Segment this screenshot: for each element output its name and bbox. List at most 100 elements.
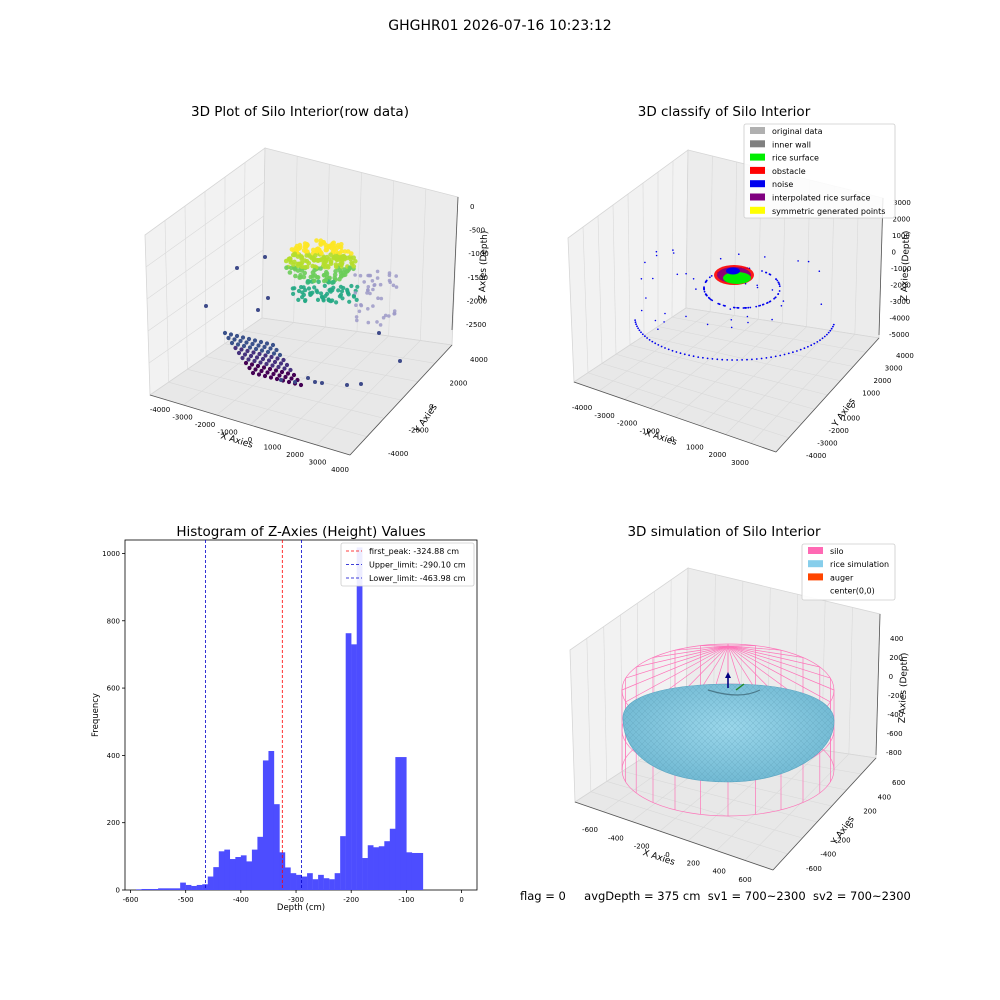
panel1-y-tick-label: -4000 [388, 450, 408, 458]
raw-point [242, 352, 248, 357]
raw-point [204, 304, 208, 308]
raw-point [300, 295, 305, 300]
silo-spoke [636, 645, 729, 668]
noise-point [703, 290, 706, 293]
noise-point [756, 284, 758, 287]
panel2-y-tick-label: 2000 [874, 377, 892, 385]
histogram-bar [251, 849, 258, 890]
panel4-z-tick-label: 200 [889, 654, 902, 662]
histogram-bar [323, 878, 330, 890]
raw-point [323, 277, 329, 283]
silo-spoke [727, 645, 831, 679]
panel4-x-tick-label: 600 [738, 876, 751, 884]
panel3-vlines [205, 540, 302, 890]
raw-point [270, 342, 276, 348]
raw-point [245, 348, 250, 354]
raw-point [288, 367, 293, 373]
noise-point [762, 303, 765, 306]
raw-point [236, 350, 242, 356]
histogram-bar [356, 547, 363, 890]
noise-point [819, 339, 821, 341]
raw-point [328, 260, 334, 265]
panel1-y-tick-label: 0 [429, 403, 433, 411]
panel4-y-tick-label: 200 [863, 808, 876, 816]
raw-point [246, 336, 252, 342]
histogram-bar [185, 884, 192, 890]
x-tick-label: -600 [123, 896, 139, 904]
raw-point [303, 298, 308, 303]
panel4-x-tick-label: -200 [634, 843, 650, 851]
noise-point [651, 340, 654, 343]
raw-point [255, 363, 261, 369]
raw-point [354, 303, 358, 308]
histogram-bar [362, 858, 368, 890]
raw-point [289, 265, 294, 271]
raw-point [342, 267, 347, 272]
raw-point [381, 315, 386, 320]
silo-spoke [652, 645, 729, 658]
raw-point [355, 318, 359, 323]
legend-label: interpolated rice surface [772, 194, 870, 203]
raw-point [247, 345, 253, 350]
raw-point [265, 370, 270, 375]
noise-point [705, 280, 708, 283]
noise-point [746, 358, 748, 361]
raw-point [366, 307, 370, 311]
panel1-x-tick-label: 4000 [331, 466, 349, 474]
raw-point [277, 352, 283, 358]
legend-label: first_peak: -324.88 cm [369, 547, 459, 556]
raw-point [304, 259, 310, 264]
histogram-bar [307, 873, 313, 890]
panel1-x-axis [149, 394, 351, 456]
noise-point [708, 276, 711, 279]
raw-point [366, 288, 370, 292]
silo-spoke [727, 645, 804, 658]
noise-point [683, 353, 686, 356]
noise-point [679, 352, 682, 355]
rice-surface [622, 683, 835, 783]
histogram-bar [411, 852, 418, 890]
noise-point [823, 335, 826, 338]
noise-point [807, 260, 810, 263]
histogram-bar [400, 757, 407, 890]
raw-point [251, 350, 256, 355]
raw-point [320, 381, 324, 385]
noise-point [648, 339, 651, 341]
silo-spoke [625, 645, 729, 679]
raw-point [253, 346, 259, 352]
panel4-y-tick-label: -600 [806, 865, 822, 873]
raw-point [311, 278, 317, 284]
noise-point [760, 357, 763, 360]
panel-classify-3d: 3D classify of Silo Interior -4000-3000-… [567, 104, 914, 467]
raw-point [290, 286, 295, 291]
raw-point [355, 284, 360, 289]
raw-point [268, 375, 274, 380]
noise-point [744, 282, 747, 285]
panel4-ticks: -600-400-2000200400600-600-400-200020040… [582, 635, 905, 884]
raw-point [394, 274, 399, 278]
noise-point [664, 347, 666, 349]
noise-point [778, 285, 781, 288]
raw-point [371, 287, 375, 292]
noise-point [827, 331, 830, 334]
legend-label: inner wall [772, 140, 811, 149]
raw-point [296, 297, 301, 302]
raw-point [368, 291, 372, 296]
panel1-y-tick-label: 4000 [470, 356, 488, 364]
raw-point [349, 251, 354, 256]
raw-point [304, 253, 310, 258]
raw-point [273, 368, 279, 373]
raw-point [293, 273, 298, 279]
panel2-y-tick-label: 4000 [896, 352, 914, 360]
raw-point [296, 288, 302, 294]
raw-point [308, 274, 314, 280]
panel3-ylabel: Frequency [91, 693, 101, 737]
raw-point [394, 285, 399, 289]
noise-point [826, 333, 828, 336]
raw-point [387, 314, 391, 318]
raw-point [341, 253, 347, 259]
raw-point [306, 376, 310, 380]
y-tick-label: 1000 [102, 550, 120, 558]
raw-point [313, 253, 318, 258]
raw-point [259, 368, 264, 374]
